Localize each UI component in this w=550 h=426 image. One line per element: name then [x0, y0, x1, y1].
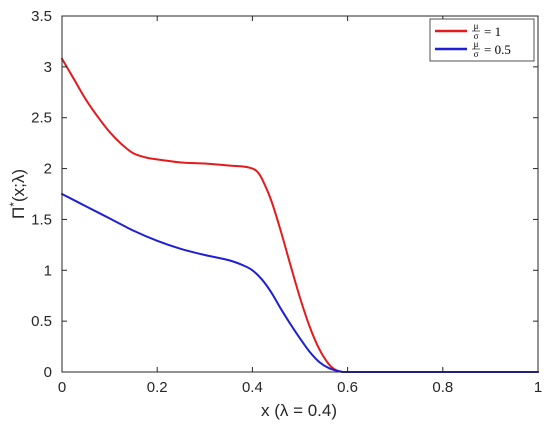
y-tick-label: 3.5 [31, 8, 52, 25]
legend-frac-denominator: σ [474, 31, 479, 41]
x-tick-label: 0.4 [242, 379, 263, 396]
y-axis-title: Π*(x;λ) [7, 169, 28, 219]
x-tick-label: 0 [58, 379, 66, 396]
legend: μσ = 1μσ = 0.5 [429, 18, 535, 62]
x-tick-label: 0.6 [337, 379, 358, 396]
legend-frac-numerator: μ [474, 39, 479, 49]
x-tick-label: 1 [534, 379, 542, 396]
axes [61, 15, 539, 373]
x-axis-title: x (λ = 0.4) [261, 401, 337, 420]
plot-background [62, 16, 538, 372]
legend-box [429, 18, 535, 62]
y-tick-label: 2 [44, 161, 52, 178]
y-tick-label: 0.5 [31, 313, 52, 330]
legend-label: = 1 [484, 24, 501, 39]
y-tick-label: 1.5 [31, 211, 52, 228]
y-tick-label: 1 [44, 262, 52, 279]
legend-label: = 0.5 [484, 42, 511, 57]
y-tick-label: 2.5 [31, 110, 52, 127]
y-tick-label: 0 [44, 364, 52, 381]
y-tick-label: 3 [44, 59, 52, 76]
legend-frac-numerator: μ [474, 21, 479, 31]
x-tick-label: 0.8 [432, 379, 453, 396]
axes-frame [61, 15, 539, 373]
legend-frac-denominator: σ [474, 49, 479, 59]
x-tick-label: 0.2 [147, 379, 168, 396]
legend-entry-1: μσ = 1 [472, 21, 501, 41]
plot-area [62, 16, 538, 372]
ticks: 0 0.2 0.4 0.6 0.8 1 0 0.5 1 1.5 2 2.5 3 3.5 [31, 8, 542, 396]
legend-entry-2: μσ = 0.5 [472, 39, 511, 59]
